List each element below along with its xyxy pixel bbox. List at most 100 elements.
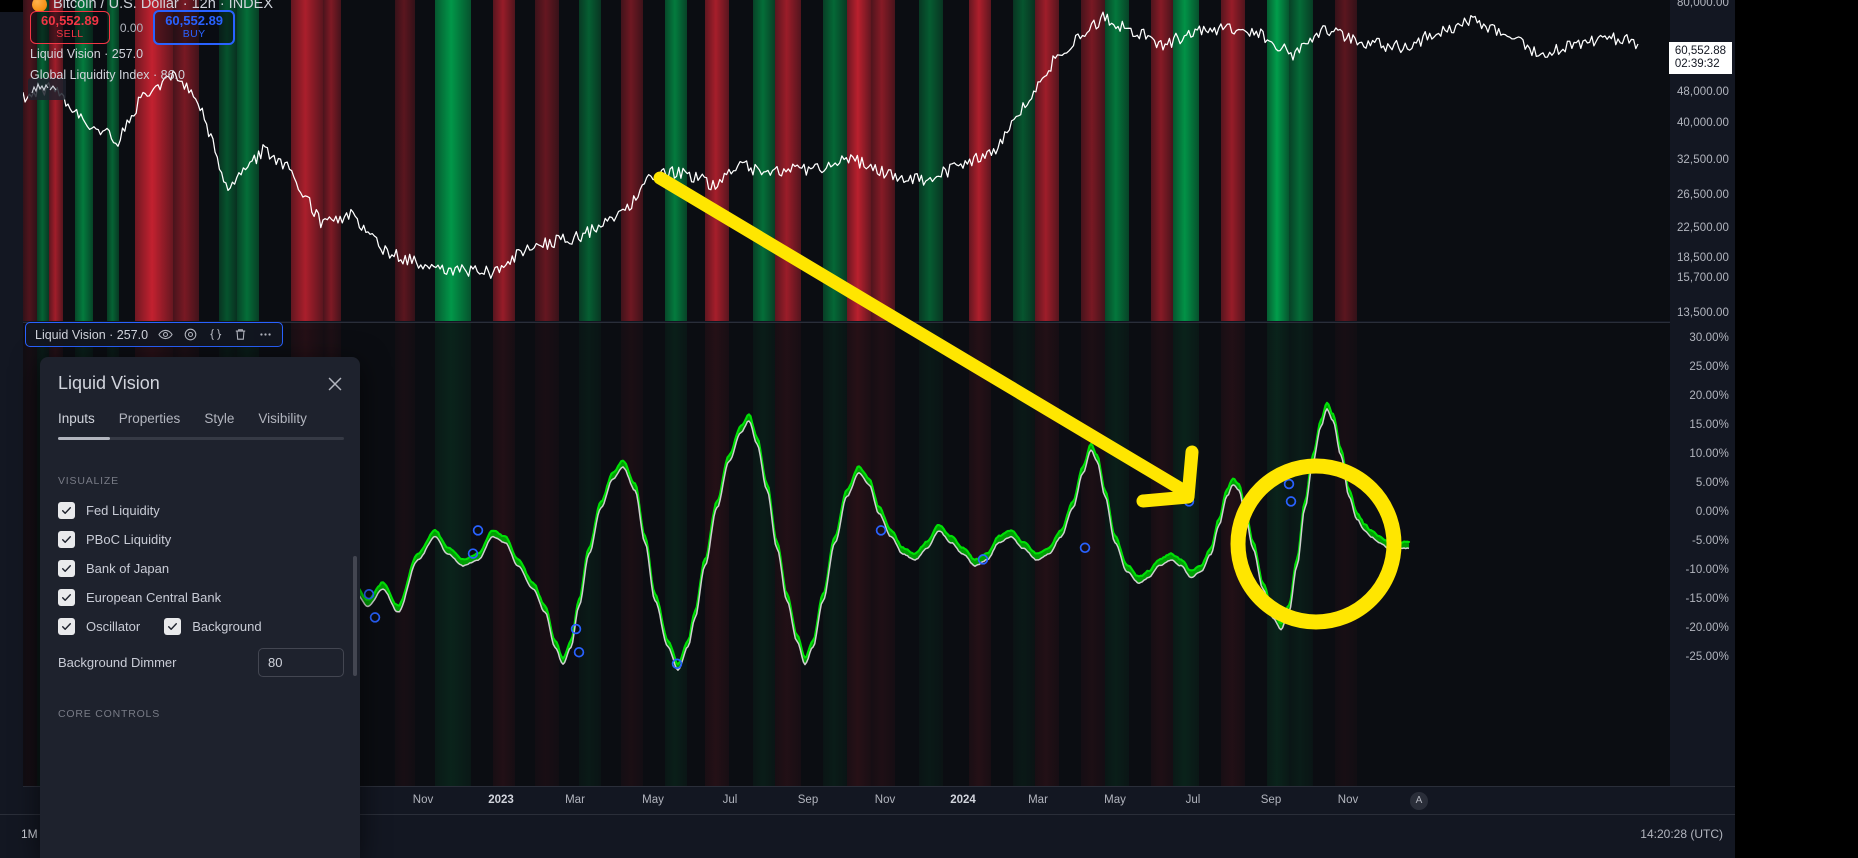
dialog-tabs: Inputs Properties Style Visibility xyxy=(58,411,307,433)
time-tick: May xyxy=(642,794,664,806)
bar-countdown: 02:39:32 xyxy=(1674,58,1720,70)
time-tick: Mar xyxy=(1028,794,1048,806)
pct-tick: -25.00% xyxy=(1685,651,1729,663)
time-tick: May xyxy=(1104,794,1126,806)
eye-icon[interactable] xyxy=(158,327,173,342)
checkbox-row-fed-liquidity[interactable]: Fed Liquidity xyxy=(58,502,160,519)
time-tick: Jul xyxy=(1185,794,1201,806)
pct-tick: -20.00% xyxy=(1685,622,1729,634)
more-options-icon[interactable] xyxy=(258,327,273,342)
checkbox-row-european-central-bank[interactable]: European Central Bank xyxy=(58,589,221,606)
indicator-settings-dialog[interactable]: Liquid Vision Inputs Properties Style Vi… xyxy=(40,357,360,858)
pct-tick: 5.00% xyxy=(1695,477,1729,489)
timeframe-button-1m[interactable]: 1M xyxy=(21,827,38,841)
legend-liquid-vision[interactable]: Liquid Vision · 257.0 xyxy=(30,47,144,61)
tab-underline xyxy=(58,437,344,440)
session-clock: 14:20:28 (UTC) xyxy=(1640,827,1723,841)
pct-tick: -15.00% xyxy=(1685,593,1729,605)
btcusd-price-line xyxy=(23,11,1639,279)
buy-button[interactable]: 60,552.89 BUY xyxy=(153,10,236,46)
time-tick: 2024 xyxy=(950,794,976,806)
pct-tick: -10.00% xyxy=(1685,564,1729,576)
price-tick: 13,500.00 xyxy=(1676,307,1729,319)
left-gutter xyxy=(0,0,23,786)
pct-tick: -5.00% xyxy=(1691,535,1729,547)
trash-icon[interactable] xyxy=(233,327,248,342)
time-tick: Sep xyxy=(797,794,819,806)
field-label: Background Dimmer xyxy=(58,655,177,670)
checkbox-row-pboc-liquidity[interactable]: PBoC Liquidity xyxy=(58,531,171,548)
tab-visibility[interactable]: Visibility xyxy=(258,411,307,426)
checkbox-row-oscillator[interactable]: Oscillator Background xyxy=(58,618,262,635)
current-price-value: 60,552.88 xyxy=(1674,45,1726,57)
price-tick: 48,000.00 xyxy=(1676,86,1729,98)
time-tick: Jul xyxy=(722,794,738,806)
dialog-title: Liquid Vision xyxy=(58,373,160,393)
buy-label: BUY xyxy=(182,27,206,40)
checkbox-checked-icon[interactable] xyxy=(58,589,75,606)
time-tick: Nov xyxy=(874,794,896,806)
time-tick: Mar xyxy=(565,794,585,806)
checkbox-checked-icon[interactable] xyxy=(164,618,182,635)
chart-frame: 80,000.00 48,000.00 40,000.00 32,500.00 … xyxy=(0,0,1735,858)
bitcoin-coin-icon xyxy=(32,0,47,12)
spread-value: 0.00 xyxy=(119,20,144,35)
pct-tick: 15.00% xyxy=(1689,419,1729,431)
checkbox-label: PBoC Liquidity xyxy=(86,532,172,547)
price-tick: 15,700.00 xyxy=(1676,272,1729,284)
symbol-title: Bitcoin / U.S. Dollar · 12h · INDEX xyxy=(53,0,273,12)
tab-inputs[interactable]: Inputs xyxy=(58,411,95,426)
price-scale[interactable]: 80,000.00 48,000.00 40,000.00 32,500.00 … xyxy=(1668,0,1735,786)
legend-global-liquidity-index[interactable]: Global Liquidity Index · 86.0 xyxy=(30,68,185,82)
price-tick: 18,500.00 xyxy=(1676,252,1729,264)
sell-label: SELL xyxy=(56,27,84,40)
current-price-tag: 60,552.88 02:39:32 xyxy=(1668,42,1732,74)
price-tick: 22,500.00 xyxy=(1676,222,1729,234)
indicator-titlebar[interactable]: Liquid Vision · 257.0 xyxy=(25,322,284,347)
time-tick: Sep xyxy=(1260,794,1282,806)
checkbox-label: European Central Bank xyxy=(86,590,222,605)
checkbox-checked-icon[interactable] xyxy=(58,531,75,548)
time-tick: Nov xyxy=(1337,794,1359,806)
close-icon[interactable] xyxy=(324,373,346,395)
checkbox-label: Oscillator xyxy=(86,619,141,634)
tab-properties[interactable]: Properties xyxy=(118,411,181,426)
price-tick: 26,500.00 xyxy=(1676,189,1729,201)
checkbox-label: Fed Liquidity xyxy=(86,503,160,518)
checkbox-checked-icon[interactable] xyxy=(58,560,75,577)
time-tick: 2023 xyxy=(488,794,514,806)
sell-button[interactable]: 60,552.89 SELL xyxy=(30,11,110,45)
pct-tick: 20.00% xyxy=(1689,390,1729,402)
pct-tick: 0.00% xyxy=(1695,506,1729,518)
price-tick: 32,500.00 xyxy=(1676,154,1729,166)
indicator-title: Liquid Vision · 257.0 xyxy=(35,327,149,342)
source-code-icon[interactable] xyxy=(208,327,223,342)
section-heading-visualize: VISUALIZE xyxy=(58,475,119,487)
checkbox-checked-icon[interactable] xyxy=(58,502,75,519)
right-blank-area xyxy=(1735,0,1858,858)
pct-tick: 10.00% xyxy=(1689,448,1729,460)
background-dimmer-input[interactable] xyxy=(258,648,344,677)
sell-buy-widget: 60,552.89 SELL 0.00 60,552.89 BUY xyxy=(30,10,236,46)
target-icon[interactable] xyxy=(183,327,198,342)
mini-chart-badge xyxy=(28,78,66,100)
time-tick: Nov xyxy=(412,794,434,806)
checkbox-checked-icon[interactable] xyxy=(58,618,75,635)
symbol-header[interactable]: Bitcoin / U.S. Dollar · 12h · INDEX xyxy=(32,0,273,12)
field-row-background-dimmer: Background Dimmer xyxy=(58,648,344,677)
dialog-scrollbar[interactable] xyxy=(353,556,357,676)
price-tick: 40,000.00 xyxy=(1676,117,1729,129)
tab-style[interactable]: Style xyxy=(204,411,235,426)
price-tick: 80,000.00 xyxy=(1676,0,1729,9)
checkbox-row-bank-of-japan[interactable]: Bank of Japan xyxy=(58,560,169,577)
checkbox-label: Bank of Japan xyxy=(86,561,170,576)
dialog-body: VISUALIZE Fed Liquidity PBoC Liquidity xyxy=(40,452,360,858)
axis-avatar-icon[interactable]: A xyxy=(1410,792,1428,810)
top-strip xyxy=(0,0,23,12)
pct-tick: 30.00% xyxy=(1689,332,1729,344)
section-heading-core-controls: CORE CONTROLS xyxy=(58,708,160,720)
price-pane[interactable] xyxy=(23,0,1670,321)
buy-price: 60,552.89 xyxy=(165,13,224,28)
sell-price: 60,552.89 xyxy=(41,13,99,28)
